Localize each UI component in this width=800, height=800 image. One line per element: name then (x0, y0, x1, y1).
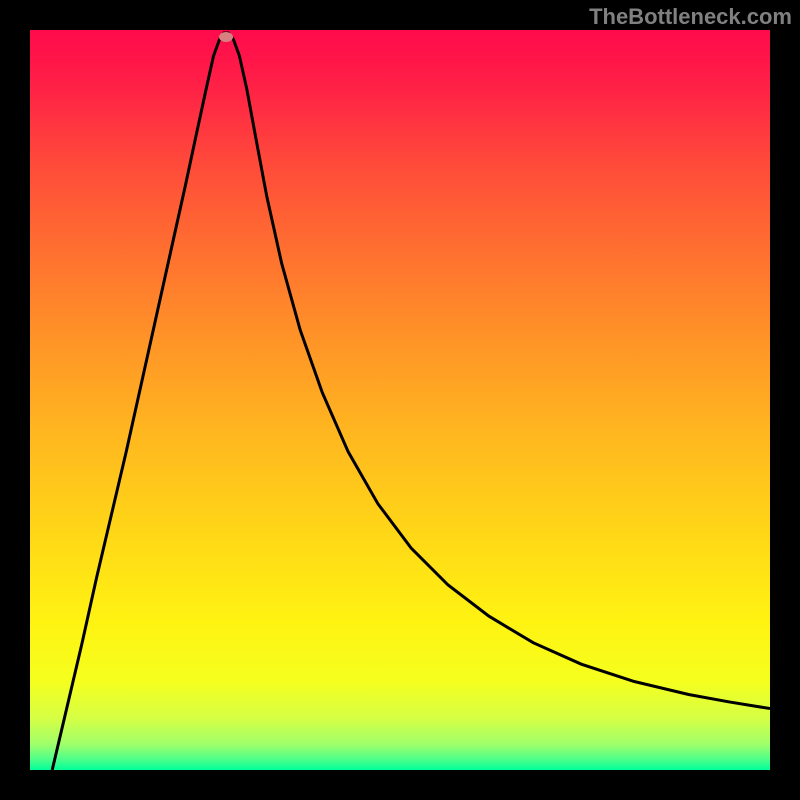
chart-container: TheBottleneck.com (0, 0, 800, 800)
plot-area (30, 30, 770, 770)
watermark-text: TheBottleneck.com (589, 4, 792, 30)
minimum-marker (219, 32, 233, 42)
curve-line (30, 30, 770, 770)
